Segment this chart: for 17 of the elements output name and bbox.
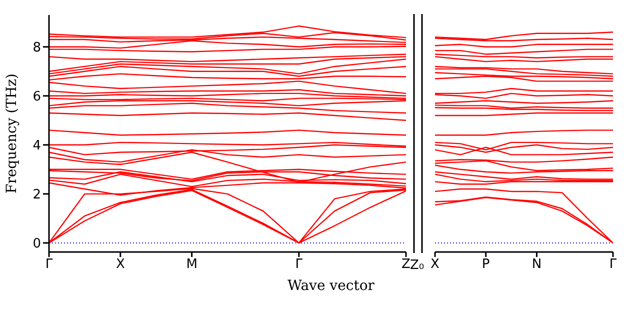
y-tick-label: 6 [32, 89, 41, 104]
x-tick-label: X [116, 257, 125, 272]
x-tick-label: N [532, 257, 542, 272]
y-axis-title: Frequency (THz) [4, 73, 20, 194]
x-tick-label: M [186, 257, 198, 272]
x-tick-label: P [482, 257, 490, 272]
x-tick-label: X [430, 257, 440, 272]
x-tick-label: Z [402, 257, 411, 272]
x-tick-label: Γ [609, 257, 618, 272]
y-tick-label: 2 [32, 188, 41, 203]
x-axis-title: Wave vector [286, 278, 376, 294]
text: Z₀ [410, 258, 424, 273]
y-tick-label: 4 [32, 138, 41, 154]
y-tick-label: 8 [32, 40, 41, 56]
x-tick-label: Γ [295, 257, 304, 272]
x-tick-label: Γ [45, 257, 54, 272]
y-tick-label: 0 [32, 236, 41, 252]
